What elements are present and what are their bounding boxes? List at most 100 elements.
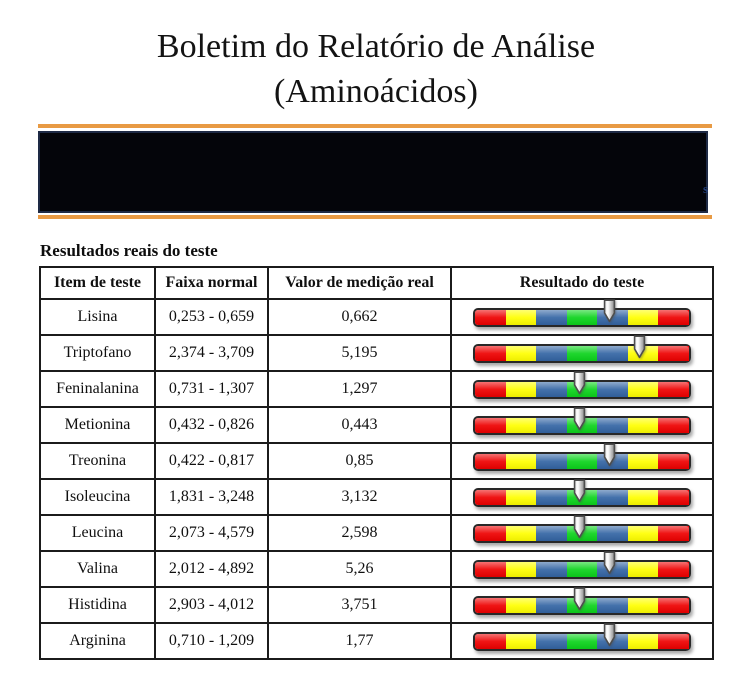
table-row: Leucina 2,073 - 4,579 2,598 <box>39 514 714 552</box>
bar-segment-yellow-high <box>627 381 659 397</box>
result-cell <box>450 298 714 336</box>
bar-segment-green-normal <box>566 633 598 649</box>
bar-segment-blue-low <box>536 633 567 649</box>
result-arrow-icon <box>574 478 586 502</box>
result-cell <box>450 370 714 408</box>
result-arrow-icon <box>634 334 646 358</box>
result-range-bar <box>473 514 691 543</box>
bar-segment-red-low <box>475 309 506 325</box>
bar-segment-red-high <box>658 345 690 361</box>
item-cell: Metionina <box>39 406 156 444</box>
bar-segment-red-high <box>658 633 690 649</box>
range-cell: 2,374 - 3,709 <box>154 334 269 372</box>
bar-segment-green-normal <box>566 345 598 361</box>
bar-segment-yellow-low <box>505 453 537 469</box>
value-cell: 3,132 <box>267 478 452 516</box>
result-cell <box>450 478 714 516</box>
bar-segment-green-normal <box>566 561 598 577</box>
bar-segment-yellow-high <box>627 453 659 469</box>
result-arrow-icon <box>574 370 586 394</box>
result-range-bar <box>473 622 691 651</box>
col-header-result: Resultado do teste <box>450 266 714 300</box>
range-cell: 2,073 - 4,579 <box>154 514 269 552</box>
bar-segment-red-low <box>475 525 506 541</box>
bar-segment-blue-low <box>536 525 567 541</box>
bar-segment-red-high <box>658 525 690 541</box>
item-cell: Lisina <box>39 298 156 336</box>
table-row: Lisina 0,253 - 0,659 0,662 <box>39 298 714 336</box>
bar-segment-yellow-high <box>627 561 659 577</box>
bar-segment-red-high <box>658 597 690 613</box>
bar-segment-blue-high <box>597 381 628 397</box>
bar-segment-yellow-low <box>505 489 537 505</box>
bar-segment-red-high <box>658 489 690 505</box>
result-range-bar <box>473 442 691 471</box>
redaction-block <box>38 131 708 213</box>
bar-segment-red-high <box>658 417 690 433</box>
bar-segment-blue-low <box>536 417 567 433</box>
range-cell: 0,731 - 1,307 <box>154 370 269 408</box>
results-table: Item de teste Faixa normal Valor de medi… <box>39 266 714 660</box>
bar-segment-yellow-high <box>627 417 659 433</box>
result-arrow-icon <box>574 406 586 430</box>
item-cell: Valina <box>39 550 156 588</box>
results-table-body: Lisina 0,253 - 0,659 0,662 Triptofano 2,374 … <box>39 298 714 660</box>
result-arrow-icon <box>604 442 616 466</box>
bar-segment-yellow-low <box>505 381 537 397</box>
bar-segment-yellow-high <box>627 489 659 505</box>
bar-segment-red-low <box>475 633 506 649</box>
item-cell: Triptofano <box>39 334 156 372</box>
bar-segment-blue-high <box>597 525 628 541</box>
range-cell: 0,422 - 0,817 <box>154 442 269 480</box>
range-cell: 0,710 - 1,209 <box>154 622 269 660</box>
table-row: Feninalanina 0,731 - 1,307 1,297 <box>39 370 714 408</box>
bar-segment-yellow-low <box>505 633 537 649</box>
value-cell: 2,598 <box>267 514 452 552</box>
range-cell: 2,012 - 4,892 <box>154 550 269 588</box>
result-cell <box>450 514 714 552</box>
bar-segment-red-high <box>658 309 690 325</box>
bar-segment-yellow-low <box>505 417 537 433</box>
item-cell: Feninalanina <box>39 370 156 408</box>
bar-segment-red-low <box>475 381 506 397</box>
table-row: Arginina 0,710 - 1,209 1,77 <box>39 622 714 660</box>
bar-segment-red-high <box>658 561 690 577</box>
value-cell: 0,662 <box>267 298 452 336</box>
bar-segment-red-high <box>658 453 690 469</box>
value-cell: 5,26 <box>267 550 452 588</box>
result-range-bar <box>473 406 691 435</box>
col-header-range: Faixa normal <box>154 266 269 300</box>
bar-segment-blue-low <box>536 597 567 613</box>
result-cell <box>450 442 714 480</box>
orange-rule-top <box>38 124 712 128</box>
range-cell: 0,432 - 0,826 <box>154 406 269 444</box>
bar-segment-yellow-low <box>505 597 537 613</box>
section-heading: Resultados reais do teste <box>40 241 218 260</box>
result-range-bar <box>473 550 691 579</box>
redacted-text-remnant: s <box>703 181 709 196</box>
bar-segment-blue-high <box>597 345 628 361</box>
bar-segment-yellow-low <box>505 345 537 361</box>
value-cell: 3,751 <box>267 586 452 624</box>
result-range-bar <box>473 478 691 507</box>
bar-segment-blue-low <box>536 381 567 397</box>
item-cell: Histidina <box>39 586 156 624</box>
orange-rule-bottom <box>38 215 712 219</box>
item-cell: Isoleucina <box>39 478 156 516</box>
table-row: Histidina 2,903 - 4,012 3,751 <box>39 586 714 624</box>
bar-segment-yellow-low <box>505 309 537 325</box>
bar-segment-blue-high <box>597 597 628 613</box>
bar-segment-yellow-low <box>505 525 537 541</box>
bar-segment-red-low <box>475 597 506 613</box>
bar-segment-blue-low <box>536 345 567 361</box>
document-title: Boletim do Relatório de Análise (Aminoác… <box>0 24 752 114</box>
bar-segment-blue-high <box>597 489 628 505</box>
result-cell <box>450 622 714 660</box>
bar-segment-blue-low <box>536 489 567 505</box>
bar-segment-red-low <box>475 489 506 505</box>
value-cell: 1,297 <box>267 370 452 408</box>
bar-segment-yellow-high <box>627 525 659 541</box>
bar-segment-red-low <box>475 417 506 433</box>
header-row: Item de teste Faixa normal Valor de medi… <box>39 266 714 300</box>
value-cell: 0,443 <box>267 406 452 444</box>
